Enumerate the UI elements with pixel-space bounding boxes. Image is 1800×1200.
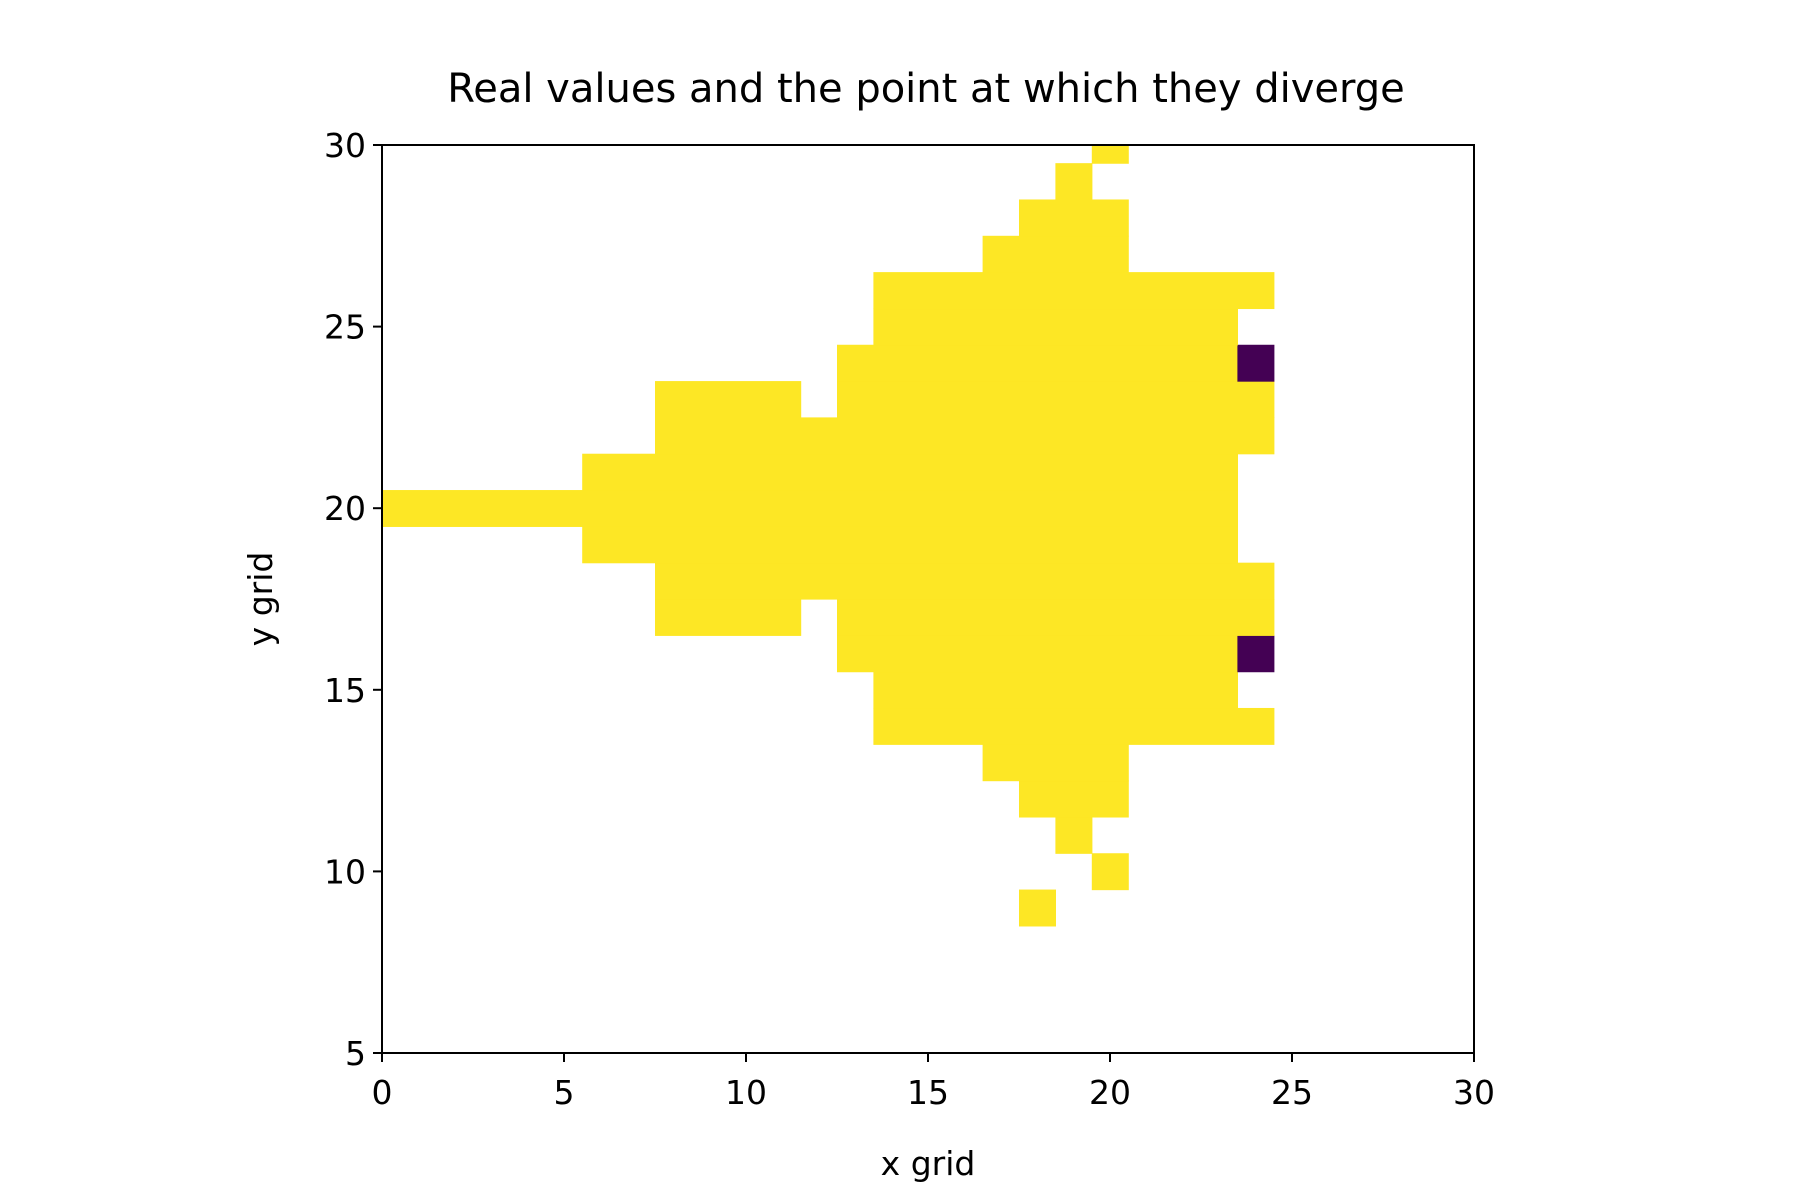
heatmap-cell-run-y23-0: [655, 381, 802, 418]
heatmap-cell-run-y17-1: [837, 599, 1275, 636]
heatmap-cell-run-y24-0: [837, 344, 1238, 382]
heatmap-cell-run-y18-0: [655, 562, 1275, 600]
x-axis: 0 5 10 15 20 25 30: [372, 1053, 1495, 1112]
heatmap-cell-run-y9-0: [1019, 889, 1056, 927]
heatmap-cell-run-y15-0: [873, 671, 1238, 709]
y-axis: 5 10 15 20 25 30: [324, 126, 382, 1073]
y-tick-label: 5: [345, 1034, 366, 1073]
x-tick-label: 25: [1271, 1073, 1313, 1112]
y-tick-label: 25: [324, 308, 366, 347]
heatmap-cell-run-y30-0: [1091, 145, 1129, 164]
heatmap-cell-run-y19-0: [582, 526, 1238, 564]
heatmap-cell-run-y25-0: [873, 308, 1238, 346]
y-tick-label: 30: [324, 126, 366, 165]
heatmap-cell-run-y29-0: [1055, 163, 1093, 201]
heatmap-cell-run-y13-0: [982, 744, 1129, 782]
x-tick-label: 10: [725, 1073, 767, 1112]
heatmap-cell-run-y14-0: [873, 707, 1275, 745]
heatmap-cell-run-y10-0: [1091, 853, 1129, 891]
x-tick-label: 15: [907, 1073, 949, 1112]
heatmap-cells: [382, 145, 1275, 927]
x-tick-label: 0: [372, 1073, 393, 1112]
y-axis-label: y grid: [241, 552, 280, 647]
y-tick-label: 20: [324, 489, 366, 528]
heatmap-cell-run-y27-0: [982, 235, 1129, 273]
heatmap-cell-run-y21-0: [582, 453, 1238, 491]
heatmap-cell-run-y24-1: [1237, 344, 1275, 382]
heatmap-cell-run-y28-0: [1019, 199, 1129, 237]
heatmap-cell-run-y11-0: [1055, 816, 1093, 854]
heatmap-cell-run-y20-0: [382, 490, 1238, 527]
x-tick-label: 20: [1089, 1073, 1131, 1112]
heatmap-cell-run-y22-0: [655, 417, 1275, 455]
heatmap-cell-run-y16-1: [1237, 635, 1275, 673]
heatmap-cell-run-y12-0: [1019, 780, 1129, 818]
x-tick-label: 5: [554, 1073, 575, 1112]
x-axis-label: x grid: [881, 1144, 976, 1183]
heatmap-cell-run-y16-0: [837, 635, 1238, 673]
heatmap-cell-run-y23-1: [837, 381, 1275, 418]
y-tick-label: 10: [324, 852, 366, 891]
heatmap-cell-run-y26-0: [873, 272, 1275, 310]
heatmap-cell-run-y17-0: [655, 599, 802, 636]
x-tick-label: 30: [1453, 1073, 1495, 1112]
chart-title: Real values and the point at which they …: [447, 66, 1405, 112]
y-tick-label: 15: [324, 671, 366, 710]
